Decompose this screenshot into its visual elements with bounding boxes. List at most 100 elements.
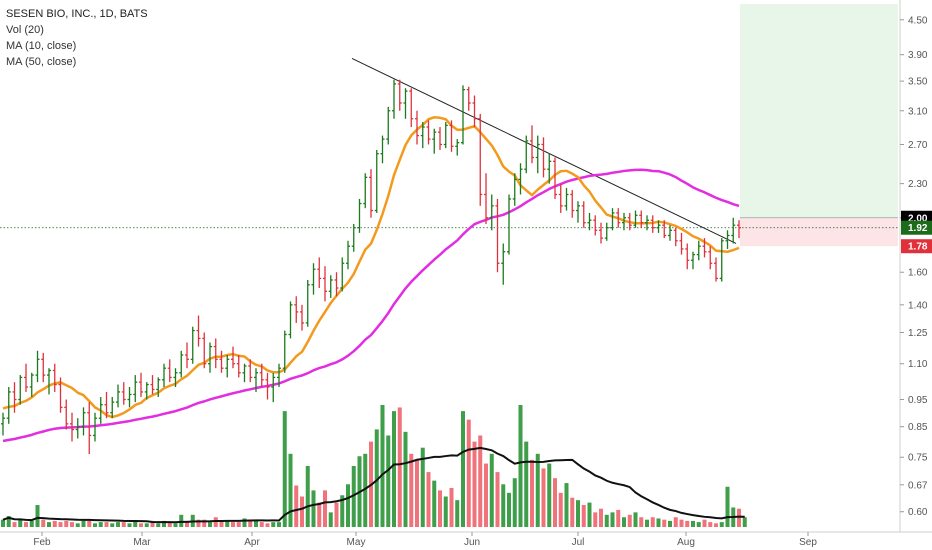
volume-bar	[121, 522, 126, 527]
volume-bar	[380, 405, 385, 527]
ohlc-bar	[156, 377, 161, 397]
volume-bar	[581, 505, 586, 527]
ohlc-bar	[162, 363, 166, 387]
y-tick-label: 4.50	[908, 15, 928, 26]
volume-bar	[679, 519, 684, 527]
ohlc-bar	[409, 88, 414, 128]
volume-bar	[604, 514, 609, 527]
ohlc-bar	[558, 183, 563, 213]
ohlc-bar	[599, 222, 603, 244]
ohlc-bar	[52, 363, 57, 392]
volume-bar	[139, 523, 143, 527]
volume-bar	[185, 520, 189, 527]
volume-bar	[472, 441, 477, 527]
volume-bar	[219, 520, 224, 527]
volume-bar	[691, 520, 695, 527]
volume-ma-line	[2, 446, 745, 524]
volume-bar	[328, 512, 333, 527]
volume-bar	[702, 519, 707, 527]
ohlc-bar	[541, 137, 546, 178]
volume-bar	[599, 508, 603, 527]
ohlc-bar	[196, 315, 201, 347]
ohlc-bar	[144, 382, 149, 400]
volume-bar	[248, 519, 253, 527]
volume-bar	[24, 522, 28, 527]
volume-bar	[438, 490, 442, 527]
volume-bar	[535, 453, 540, 527]
volume-bar	[173, 523, 178, 527]
volume-bar	[294, 485, 299, 527]
ohlc-bar	[576, 201, 580, 223]
volume-bar	[236, 522, 241, 527]
volume-bar	[725, 486, 730, 527]
ohlc-bar	[639, 210, 644, 228]
ohlc-bar	[121, 382, 126, 405]
ohlc-bar	[535, 135, 540, 174]
y-tick-label: 1.40	[908, 300, 928, 311]
ohlc-bar	[374, 149, 379, 213]
ohlc-bar	[627, 212, 632, 231]
volume-bar	[685, 520, 690, 527]
ma10-line	[2, 116, 740, 419]
ohlc-bar	[323, 266, 327, 302]
volume-bar	[35, 505, 40, 527]
y-tick-label: 1.10	[908, 359, 928, 370]
volume-bar	[58, 522, 63, 527]
y-tick-label: 0.75	[908, 453, 928, 464]
ohlc-bar	[64, 399, 69, 430]
price-tag-1-78: 1.78	[901, 239, 932, 254]
volume-bar	[610, 512, 615, 527]
volume-bar	[392, 411, 396, 527]
ohlc-bar	[691, 251, 695, 270]
volume-bar	[489, 453, 494, 527]
volume-bar	[150, 520, 155, 527]
ohlc-bar	[737, 220, 741, 239]
volume-bar	[668, 520, 672, 527]
price-tag-label: 1.92	[908, 223, 928, 234]
volume-bar	[47, 522, 51, 527]
ohlc-bar	[731, 217, 736, 244]
legend-ma50: MA (50, close)	[6, 56, 77, 68]
ohlc-bar	[351, 223, 356, 252]
volume-bar	[719, 522, 724, 527]
ohlc-bar	[530, 125, 534, 164]
legend: SESEN BIO, INC., 1D, BATS Vol (20) MA (1…	[6, 6, 148, 70]
volume-bar	[363, 453, 368, 527]
volume-bar	[461, 411, 465, 527]
volume-bar	[196, 519, 201, 527]
ohlc-bar	[392, 79, 396, 119]
ohlc-bar	[93, 412, 97, 442]
ohlc-bar	[449, 120, 454, 152]
ohlc-bar	[512, 173, 517, 206]
ohlc-bar	[524, 135, 529, 174]
ohlc-bar	[656, 220, 661, 233]
volume-bar	[225, 520, 230, 527]
volume-bar	[351, 466, 356, 527]
x-tick-label: Mar	[133, 537, 151, 548]
y-tick-label: 3.50	[908, 77, 928, 88]
legend-title: SESEN BIO, INC., 1D, BATS	[6, 8, 148, 20]
ohlc-bar	[254, 368, 258, 392]
ohlc-bar	[328, 275, 333, 298]
ohlc-bar	[593, 215, 598, 236]
ohlc-bar	[98, 396, 103, 424]
ohlc-bar	[616, 208, 621, 228]
ohlc-bar	[702, 238, 707, 258]
ohlc-bar	[219, 350, 224, 373]
ohlc-bar	[265, 372, 270, 400]
ohlc-bar	[35, 350, 40, 383]
x-tick-label: Jul	[572, 537, 585, 548]
volume-bar	[478, 435, 483, 527]
ohlc-bar	[334, 272, 339, 297]
ohlc-bar	[87, 402, 92, 455]
y-tick-label: 0.67	[908, 480, 928, 491]
ohlc-bar	[282, 330, 287, 373]
y-tick-label: 3.10	[908, 106, 928, 117]
ohlc-bar	[708, 246, 713, 270]
ohlc-bar	[679, 232, 684, 255]
volume-bar	[288, 453, 293, 527]
volume-bar	[305, 466, 310, 527]
ohlc-bar	[610, 208, 615, 231]
